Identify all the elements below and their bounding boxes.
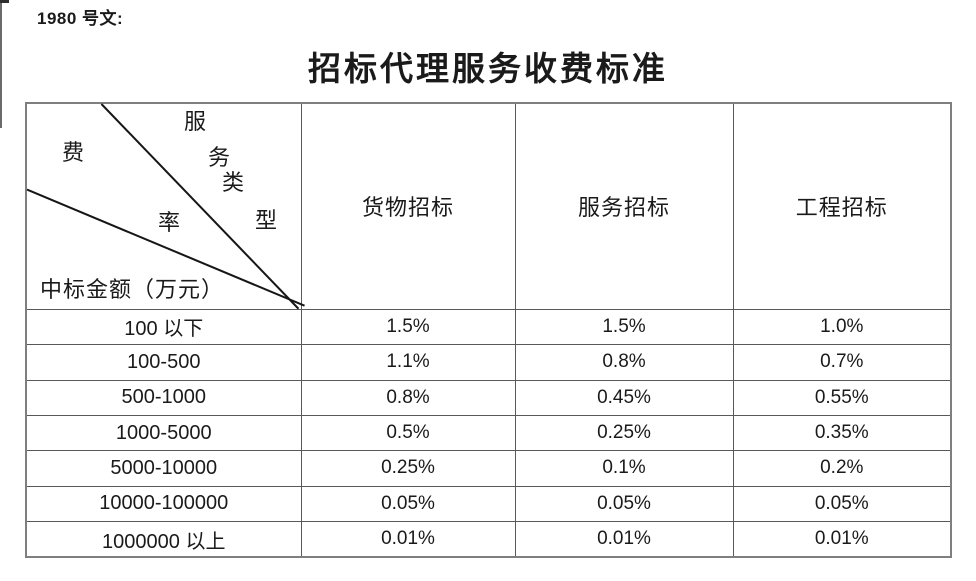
fee-value-goods: 0.05% xyxy=(300,485,516,523)
corner-row-axis-label: 中标金额（万元） xyxy=(40,276,225,302)
fee-value-goods: 0.8% xyxy=(300,379,516,416)
fee-value-works: 0.55% xyxy=(732,379,952,416)
table-row: 100 以下 1.5% 1.5% 1.0% xyxy=(25,308,952,346)
table-row: 500-1000 0.8% 0.45% 0.55% xyxy=(25,379,952,416)
table-row: 5000-10000 0.25% 0.1% 0.2% xyxy=(25,450,952,487)
fee-value-works: 0.35% xyxy=(732,414,952,452)
fee-value-works: 1.0% xyxy=(732,308,952,346)
row-range-label: 1000-5000 xyxy=(25,414,302,452)
corner-type-char-1: 服 xyxy=(184,109,207,134)
fee-value-works: 0.05% xyxy=(732,485,952,523)
row-range-label: 100-500 xyxy=(25,344,302,381)
row-range-label: 1000000 以上 xyxy=(25,521,302,558)
fee-value-goods: 0.5% xyxy=(300,414,516,452)
corner-type-char-3: 类 xyxy=(222,170,245,195)
corner-type-char-4: 型 xyxy=(255,208,278,233)
fee-value-service: 0.8% xyxy=(514,344,734,381)
fee-value-goods: 1.5% xyxy=(300,308,516,346)
row-range-label: 10000-100000 xyxy=(25,485,302,523)
fee-value-goods: 1.1% xyxy=(300,344,516,381)
column-header-goods: 货物招标 xyxy=(300,102,516,310)
column-header-service: 服务招标 xyxy=(514,102,734,310)
doc-number: 1980 号文: xyxy=(37,9,124,28)
table-header-row: 服 务 类 型 费 率 中标金额（万元） 货物招标 服务招标 工程招标 xyxy=(25,102,952,310)
column-header-works: 工程招标 xyxy=(732,102,952,310)
fee-value-works: 0.01% xyxy=(732,521,952,558)
fee-value-service: 0.45% xyxy=(514,379,734,416)
row-range-label: 500-1000 xyxy=(25,379,302,416)
scan-artifact-left-edge xyxy=(0,0,2,128)
diagonal-divider-lines xyxy=(26,103,305,310)
diagonal-header-cell: 服 务 类 型 费 率 中标金额（万元） xyxy=(25,102,305,310)
table-row: 10000-100000 0.05% 0.05% 0.05% xyxy=(25,485,952,523)
fee-value-service: 0.05% xyxy=(514,485,734,523)
corner-type-char-2: 务 xyxy=(208,145,231,170)
fee-value-works: 0.7% xyxy=(732,344,952,381)
table-row: 1000000 以上 0.01% 0.01% 0.01% xyxy=(25,521,952,558)
fee-value-goods: 0.01% xyxy=(300,521,516,558)
page-title: 招标代理服务收费标准 xyxy=(308,52,668,88)
fee-standard-table: 服 务 类 型 费 率 中标金额（万元） 货物招标 服务招标 工程招标 100 … xyxy=(25,102,952,558)
fee-value-service: 0.01% xyxy=(514,521,734,558)
corner-rate-char-1: 费 xyxy=(62,140,85,165)
corner-rate-char-2: 率 xyxy=(158,210,181,235)
table-row: 1000-5000 0.5% 0.25% 0.35% xyxy=(25,414,952,452)
row-range-label: 100 以下 xyxy=(25,308,302,346)
scan-artifact-corner xyxy=(0,0,9,3)
row-range-label: 5000-10000 xyxy=(25,450,302,487)
fee-value-service: 0.25% xyxy=(514,414,734,452)
fee-value-service: 0.1% xyxy=(514,450,734,487)
table-row: 100-500 1.1% 0.8% 0.7% xyxy=(25,344,952,381)
fee-value-service: 1.5% xyxy=(514,308,734,346)
fee-value-works: 0.2% xyxy=(732,450,952,487)
fee-value-goods: 0.25% xyxy=(300,450,516,487)
